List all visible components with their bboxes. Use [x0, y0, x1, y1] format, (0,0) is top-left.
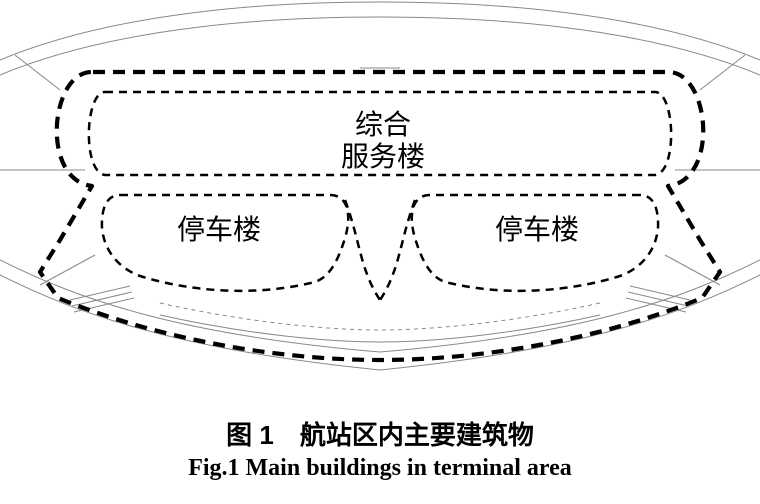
label-service-building-2: 服务楼	[341, 142, 425, 174]
central-connector-outline	[345, 200, 415, 300]
label-parking-right: 停车楼	[495, 215, 579, 247]
figure-container: 综合 服务楼 停车楼 停车楼 图 1 航站区内主要建筑物 Fig.1 Main …	[0, 0, 760, 504]
caption-zh: 图 1 航站区内主要建筑物	[0, 415, 760, 452]
caption-en: Fig.1 Main buildings in terminal area	[0, 455, 760, 482]
label-service-building-1: 综合	[355, 110, 411, 142]
site-plan-drawing	[0, 0, 760, 380]
label-parking-left: 停车楼	[177, 215, 261, 247]
